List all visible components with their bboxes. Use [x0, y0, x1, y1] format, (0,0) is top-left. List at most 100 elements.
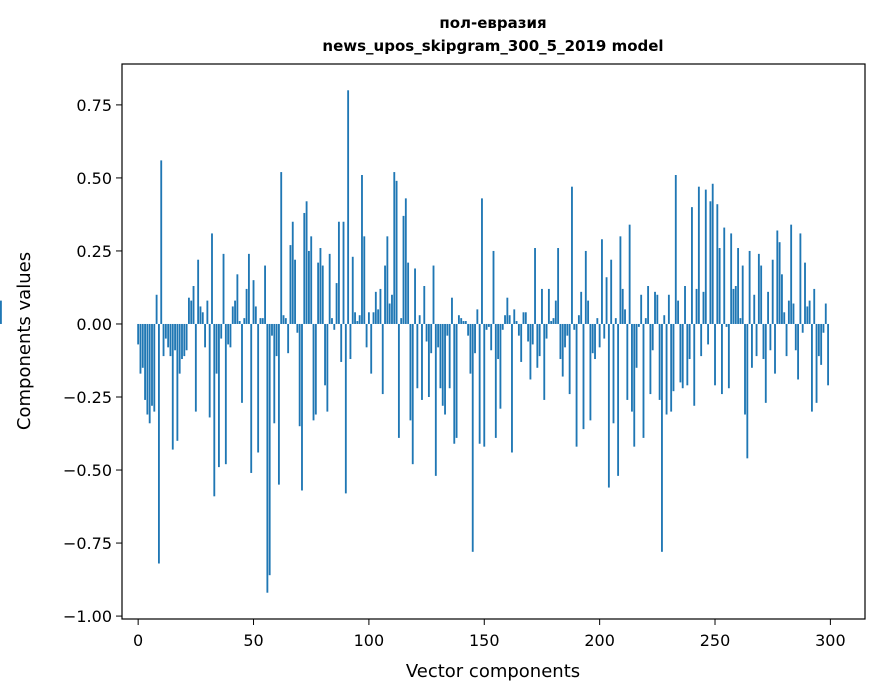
bar-105	[379, 288, 382, 324]
bar-188	[571, 186, 573, 324]
bar-101	[370, 323, 373, 374]
bar-259	[734, 286, 737, 324]
bar-221	[647, 286, 650, 324]
bar-183	[559, 323, 562, 360]
bar-287	[799, 233, 802, 324]
bar-208	[617, 323, 620, 476]
bar-41	[231, 306, 234, 324]
bar-8	[155, 294, 158, 324]
bar-118	[409, 323, 412, 421]
bar-25	[194, 323, 197, 412]
bar-67	[291, 221, 294, 324]
x-axis-ticks: 0 50 100 150 200 250 300	[133, 619, 846, 650]
bar-255	[725, 323, 728, 327]
bar-104	[377, 309, 380, 324]
bar-254	[723, 227, 726, 324]
bar-49	[250, 323, 253, 473]
bar-43	[236, 274, 239, 324]
bar-102	[372, 312, 375, 324]
bar-196	[589, 323, 592, 421]
bar-236	[681, 323, 684, 389]
bar-33	[213, 323, 216, 497]
bar-97	[361, 175, 363, 324]
bar-153	[490, 323, 493, 351]
bar-136	[451, 297, 453, 324]
bar-94	[354, 312, 356, 324]
bar-85	[333, 323, 336, 330]
y-tick-label: −1.00	[63, 607, 112, 626]
bar-37	[222, 253, 225, 324]
bar-70	[298, 323, 301, 427]
bar-34	[215, 323, 218, 374]
bar-181	[554, 300, 557, 324]
bar-0	[137, 323, 140, 345]
y-tick-label: 0.25	[76, 242, 112, 261]
bar-91	[347, 90, 350, 324]
bar-239	[688, 323, 691, 360]
bar-237	[684, 286, 686, 324]
bar-210	[621, 288, 624, 324]
bar-270	[760, 265, 763, 324]
bar-200	[598, 323, 601, 348]
bar-28	[201, 312, 204, 324]
bar-96	[358, 315, 361, 324]
bar-178	[547, 288, 550, 324]
bar-125	[425, 323, 428, 342]
bar-109	[388, 303, 391, 324]
bar-227	[661, 323, 663, 552]
bar-116	[404, 198, 407, 324]
bar-231	[670, 323, 673, 412]
bar-58	[271, 323, 273, 336]
bar-186	[566, 323, 569, 336]
bar-252	[718, 248, 721, 324]
x-tick-label: 150	[469, 631, 500, 650]
bar-268	[755, 323, 758, 357]
bar-133	[444, 323, 446, 415]
bar-73	[305, 201, 308, 324]
bar-44	[238, 321, 241, 324]
bar-198	[594, 323, 596, 360]
bar-11	[162, 323, 165, 357]
bar-193	[582, 323, 585, 430]
bar-145	[471, 323, 474, 552]
bar-250	[714, 323, 716, 386]
x-axis-label: Vector components	[406, 661, 580, 682]
bar-103	[374, 291, 377, 324]
bar-253	[721, 323, 723, 395]
bar-286	[797, 323, 800, 380]
y-tick-label: −0.50	[63, 461, 112, 480]
bar-123	[421, 323, 423, 400]
bar-88	[340, 323, 343, 362]
bar-161	[508, 315, 511, 324]
bar-206	[612, 323, 615, 424]
bar-190	[575, 323, 578, 447]
bar-274	[769, 323, 772, 351]
bar-124	[423, 286, 426, 324]
bar-84	[331, 318, 333, 324]
bar-42	[234, 300, 236, 324]
bar-225	[656, 294, 659, 324]
chart-subtitle: news_upos_skipgram_300_5_2019 model	[322, 37, 663, 55]
bar-18	[178, 323, 181, 374]
bar-110	[391, 294, 393, 324]
bar-30	[206, 300, 209, 324]
bar-51	[254, 306, 257, 324]
bar-276	[774, 323, 776, 374]
bar-290	[806, 306, 809, 324]
bar-171	[531, 323, 534, 345]
bar-209	[619, 236, 622, 324]
bar-199	[596, 318, 599, 324]
bar-292	[811, 323, 813, 412]
bar-289	[804, 262, 806, 324]
bar-6	[151, 323, 153, 406]
bar-19	[181, 323, 183, 360]
bar-35	[217, 323, 220, 468]
bar-157	[499, 323, 502, 409]
bar-154	[492, 250, 495, 324]
bar-284	[792, 303, 795, 324]
bar-120	[414, 268, 416, 324]
bar-152	[487, 323, 490, 327]
bar-173	[536, 323, 539, 368]
bar-272	[764, 323, 767, 403]
bar-155	[494, 323, 497, 438]
